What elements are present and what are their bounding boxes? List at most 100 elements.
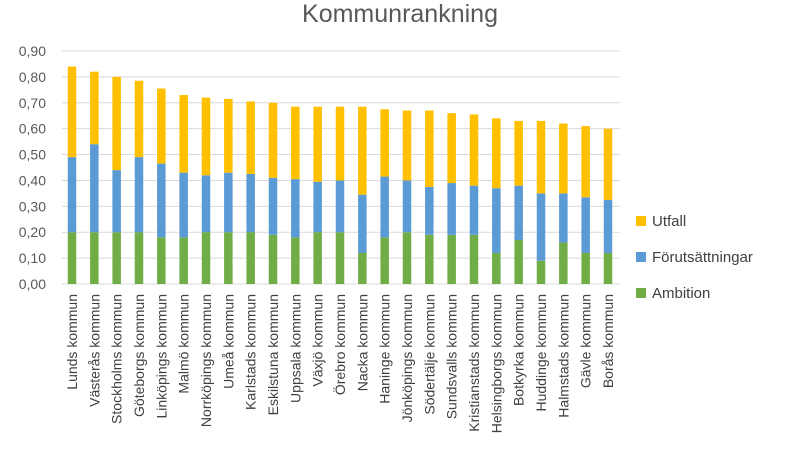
bar-segment-forutsattningar	[335, 180, 345, 233]
bar-segment-ambition	[224, 232, 233, 284]
x-category-label: Södertälje kommun	[421, 294, 437, 415]
bar-segment-utfall	[514, 120, 523, 186]
bar-segment-utfall	[268, 102, 278, 178]
x-category-label: Umeå kommun	[220, 294, 236, 389]
legend: Utfall Förutsättningar Ambition	[636, 203, 753, 311]
bar-segment-ambition	[335, 232, 345, 284]
x-category-label: Västerås kommun	[86, 294, 102, 407]
bar-segment-ambition	[536, 260, 546, 284]
bar-segment-ambition	[112, 232, 121, 284]
legend-label-forutsattningar: Förutsättningar	[652, 248, 753, 266]
bar-segment-utfall	[358, 106, 367, 195]
bar-segment-ambition	[581, 252, 590, 284]
x-category-label: Linköpings kommun	[153, 294, 169, 419]
bar-segment-forutsattningar	[179, 172, 188, 238]
bar-segment-ambition	[380, 237, 389, 284]
bar-segment-utfall	[224, 98, 233, 173]
bar-segment-utfall	[134, 80, 144, 158]
chart-title: Kommunrankning	[302, 0, 498, 28]
legend-item-ambition: Ambition	[636, 275, 753, 311]
bar-segment-utfall	[603, 128, 613, 200]
y-tick-label: 0,80	[19, 69, 46, 85]
bar-segment-ambition	[201, 232, 211, 284]
bar-segment-utfall	[492, 118, 501, 189]
x-category-label: Halmstads kommun	[555, 294, 571, 418]
bar-segment-forutsattningar	[201, 175, 211, 233]
bar-segment-forutsattningar	[492, 188, 501, 253]
bar-segment-ambition	[514, 239, 523, 284]
x-category-label: Huddinge kommun	[533, 294, 549, 412]
bar-segment-forutsattningar	[358, 194, 367, 253]
legend-swatch-ambition	[636, 288, 646, 298]
bar-segment-utfall	[179, 95, 188, 173]
bar-segment-forutsattningar	[559, 193, 568, 243]
bar-segment-forutsattningar	[112, 170, 121, 233]
x-category-label: Borås kommun	[600, 294, 616, 388]
y-tick-label: 0,60	[19, 121, 46, 137]
bar-segment-ambition	[603, 252, 613, 284]
y-tick-label: 0,10	[19, 250, 46, 266]
bar-segment-utfall	[380, 109, 389, 177]
legend-swatch-forutsattningar	[636, 252, 646, 262]
x-category-label: Helsingborgs kommun	[488, 294, 504, 433]
bar-segment-utfall	[112, 76, 121, 171]
bar-segment-utfall	[201, 97, 211, 176]
bar-segment-ambition	[268, 234, 278, 284]
x-category-label: Karlstads kommun	[243, 294, 259, 410]
bar-segment-forutsattningar	[380, 176, 389, 238]
bar-segment-utfall	[447, 113, 456, 184]
bar-segment-utfall	[157, 88, 166, 164]
x-category-label: Uppsala kommun	[287, 294, 303, 403]
x-category-label: Botkyrka kommun	[511, 294, 527, 406]
x-category-label: Kristianstads kommun	[466, 294, 482, 432]
x-category-label: Lunds kommun	[64, 294, 80, 390]
legend-label-ambition: Ambition	[652, 284, 711, 302]
bar-segment-forutsattningar	[603, 199, 613, 253]
bar-segment-ambition	[246, 232, 255, 284]
bar-segment-forutsattningar	[425, 186, 434, 235]
bar-segment-ambition	[402, 232, 412, 284]
x-category-label: Göteborgs kommun	[131, 294, 147, 417]
bar-segment-forutsattningar	[402, 180, 412, 233]
y-tick-label: 0,30	[19, 198, 46, 214]
bar-segment-forutsattningar	[313, 181, 322, 233]
y-tick-label: 0,20	[19, 224, 46, 240]
bar-segment-utfall	[425, 110, 434, 187]
bar-segment-forutsattningar	[224, 172, 233, 233]
bar-segment-utfall	[335, 106, 345, 181]
bar-segment-ambition	[313, 232, 322, 284]
bar-segment-forutsattningar	[67, 157, 77, 233]
x-category-label: Eskilstuna kommun	[265, 294, 281, 415]
bar-segment-ambition	[179, 237, 188, 284]
bar-segment-utfall	[559, 123, 568, 194]
bar-segment-forutsattningar	[536, 193, 546, 261]
bar-segment-forutsattningar	[90, 144, 99, 233]
y-tick-label: 0,40	[19, 172, 46, 188]
legend-swatch-utfall	[636, 216, 646, 226]
bar-segment-ambition	[134, 232, 144, 284]
x-category-label: Norrköpings kommun	[198, 294, 214, 427]
legend-item-forutsattningar: Förutsättningar	[636, 239, 753, 275]
bar-segment-utfall	[90, 71, 99, 145]
bar-segment-forutsattningar	[469, 185, 479, 235]
bar-segment-ambition	[425, 234, 434, 284]
bar-segment-ambition	[67, 232, 77, 284]
bar-segment-ambition	[157, 237, 166, 284]
bar-segment-utfall	[536, 120, 546, 194]
bar-segment-ambition	[90, 232, 99, 284]
bar-segment-forutsattningar	[581, 197, 590, 253]
x-category-label: Malmö kommun	[176, 294, 192, 394]
bar-segment-ambition	[469, 234, 479, 284]
bar-segment-utfall	[291, 106, 300, 180]
x-category-label: Jönköpings kommun	[399, 294, 415, 422]
bar-segment-forutsattningar	[514, 185, 523, 240]
x-category-label: Haninge kommun	[377, 294, 393, 404]
bar-segment-forutsattningar	[157, 163, 166, 238]
x-category-label: Nacka kommun	[354, 294, 370, 391]
x-category-label: Växjö kommun	[310, 294, 326, 387]
x-category-label: Örebro kommun	[331, 294, 348, 395]
bar-segment-ambition	[447, 234, 456, 284]
bar-segment-forutsattningar	[447, 183, 456, 235]
bar-segment-forutsattningar	[134, 157, 144, 233]
